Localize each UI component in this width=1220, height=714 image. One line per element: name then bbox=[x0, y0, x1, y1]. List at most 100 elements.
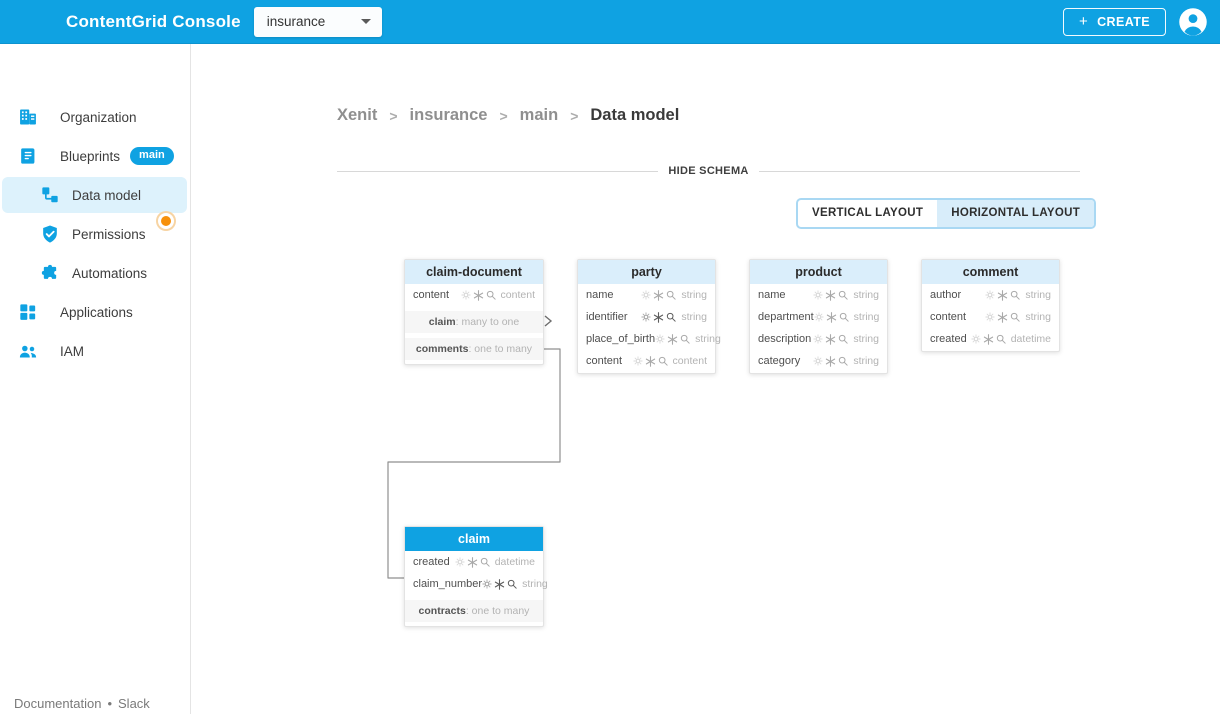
book-icon bbox=[18, 146, 38, 166]
entity-header-party[interactable]: party bbox=[578, 260, 715, 284]
attribute-row-content[interactable]: content content bbox=[578, 350, 715, 372]
relation-row-comments[interactable]: comments: one to many bbox=[405, 338, 543, 360]
attribute-type: string bbox=[853, 311, 880, 323]
entity-header-claim-document[interactable]: claim-document bbox=[405, 260, 543, 284]
attribute-type: string bbox=[853, 355, 879, 367]
asterisk-icon bbox=[825, 355, 836, 367]
attribute-name: content bbox=[413, 289, 450, 301]
asterisk-icon bbox=[645, 355, 656, 367]
search-icon bbox=[486, 290, 496, 300]
app-title: ContentGrid Console bbox=[66, 11, 241, 31]
attribute-flags bbox=[814, 311, 849, 323]
attribute-flags bbox=[985, 289, 1020, 301]
snowflake-icon bbox=[813, 334, 823, 344]
entity-header-comment[interactable]: comment bbox=[922, 260, 1059, 284]
attribute-name: created bbox=[413, 556, 450, 568]
relation-cardinality: : one to many bbox=[468, 343, 533, 355]
attribute-row-author[interactable]: author string bbox=[922, 284, 1059, 306]
attribute-row-created[interactable]: created datetime bbox=[405, 551, 543, 573]
relation-row-claim[interactable]: claim: many to one bbox=[405, 311, 543, 333]
user-icon bbox=[1179, 7, 1207, 36]
attribute-name: department bbox=[758, 311, 814, 323]
sidebar-item-applications[interactable]: Applications bbox=[2, 294, 187, 330]
footer-link-documentation[interactable]: Documentation bbox=[14, 696, 102, 711]
search-icon bbox=[658, 356, 668, 366]
main-content: claim-document content content claim: many … bbox=[191, 44, 1220, 714]
relation-row-contracts[interactable]: contracts: one to many bbox=[405, 600, 543, 622]
project-selector[interactable]: insurance bbox=[253, 6, 382, 37]
asterisk-icon bbox=[653, 289, 664, 301]
search-icon bbox=[1010, 312, 1020, 322]
sidebar-item-permissions[interactable]: Permissions bbox=[2, 216, 187, 252]
attribute-flags bbox=[460, 289, 496, 301]
attribute-row-department[interactable]: department string bbox=[750, 306, 887, 328]
sidebar-item-blueprints[interactable]: Blueprints main bbox=[2, 138, 187, 174]
breadcrumb-item-xenit[interactable]: Xenit bbox=[337, 106, 378, 124]
sidebar-item-label: Data model bbox=[72, 187, 142, 203]
search-icon bbox=[1010, 290, 1020, 300]
avatar[interactable] bbox=[1178, 7, 1208, 37]
attribute-row-claim-number[interactable]: claim_number string bbox=[405, 573, 548, 595]
schema-divider: HIDE SCHEMA bbox=[337, 165, 1080, 177]
sidebar-item-label: IAM bbox=[60, 343, 85, 359]
attribute-name: description bbox=[758, 333, 812, 345]
breadcrumb-separator: > bbox=[570, 107, 579, 124]
attribute-row-content[interactable]: content string bbox=[922, 306, 1059, 328]
entity-header-claim[interactable]: claim bbox=[405, 527, 543, 551]
breadcrumb-separator: > bbox=[499, 107, 508, 124]
vertical-layout-button[interactable]: VERTICAL LAYOUT bbox=[812, 207, 924, 219]
attribute-row-created[interactable]: created datetime bbox=[922, 328, 1059, 350]
sidebar-item-organization[interactable]: Organization bbox=[2, 99, 187, 135]
asterisk-icon bbox=[653, 311, 664, 323]
attribute-row-content[interactable]: content content bbox=[405, 284, 543, 306]
footer-separator: • bbox=[107, 696, 113, 711]
branch-badge: main bbox=[130, 146, 174, 166]
attribute-row-name[interactable]: name string bbox=[750, 284, 887, 306]
attribute-flags bbox=[813, 289, 848, 301]
sidebar-item-label: Blueprints bbox=[60, 148, 121, 164]
puzzle-icon bbox=[40, 263, 60, 283]
breadcrumb-item-insurance[interactable]: insurance bbox=[409, 106, 488, 124]
relation-cardinality: : one to many bbox=[465, 605, 530, 617]
snowflake-icon bbox=[813, 356, 823, 366]
sidebar-item-iam[interactable]: IAM bbox=[2, 333, 187, 369]
attribute-type: string bbox=[681, 289, 707, 301]
plus-icon: + bbox=[1078, 13, 1089, 30]
entity-header-product[interactable]: product bbox=[750, 260, 887, 284]
snowflake-icon bbox=[985, 290, 995, 300]
relation-name: claim bbox=[428, 316, 456, 328]
sidebar-item-automations[interactable]: Automations bbox=[2, 255, 187, 291]
entity-table-comment: comment author string content string created d… bbox=[921, 259, 1060, 352]
create-button-label: CREATE bbox=[1097, 14, 1150, 29]
app-shell: Organization Blueprints main Data model Perm… bbox=[0, 44, 1220, 714]
relation-name: comments bbox=[415, 343, 469, 355]
horizontal-layout-button[interactable]: HORIZONTAL LAYOUT bbox=[937, 200, 1095, 227]
entity-table-claim: claim created datetime claim_number string co… bbox=[404, 526, 548, 627]
hide-schema-toggle[interactable]: HIDE SCHEMA bbox=[668, 165, 749, 177]
attribute-row-identifier[interactable]: identifier string bbox=[578, 306, 715, 328]
attribute-row-name[interactable]: name string bbox=[578, 284, 715, 306]
breadcrumb: Xenit > insurance > main > Data model bbox=[337, 106, 679, 125]
search-icon bbox=[839, 312, 849, 322]
attribute-name: place_of_birth bbox=[586, 333, 656, 345]
attribute-row-category[interactable]: category string bbox=[750, 350, 887, 372]
asterisk-icon bbox=[473, 289, 484, 301]
attribute-name: author bbox=[930, 289, 962, 301]
sidebar-footer: Documentation • Slack bbox=[14, 696, 150, 711]
sidebar-item-data-model[interactable]: Data model bbox=[2, 177, 187, 213]
asterisk-icon bbox=[983, 333, 994, 345]
attribute-row-place-of-birth[interactable]: place_of_birth string bbox=[578, 328, 721, 350]
entity-table-product: product name string department string descrip… bbox=[749, 259, 888, 374]
asterisk-icon bbox=[997, 289, 1008, 301]
asterisk-icon bbox=[997, 311, 1008, 323]
search-icon bbox=[996, 334, 1006, 344]
create-button[interactable]: + CREATE bbox=[1062, 7, 1166, 36]
shield-check-icon bbox=[40, 224, 60, 244]
breadcrumb-item-main[interactable]: main bbox=[519, 106, 559, 124]
footer-link-slack[interactable]: Slack bbox=[118, 696, 150, 711]
diagram-canvas[interactable]: claim-document content content claim: many … bbox=[191, 44, 1220, 714]
attribute-row-description[interactable]: description string bbox=[750, 328, 887, 350]
attribute-flags bbox=[971, 333, 1006, 345]
chevron-down-icon bbox=[360, 19, 371, 24]
search-icon bbox=[507, 579, 517, 589]
